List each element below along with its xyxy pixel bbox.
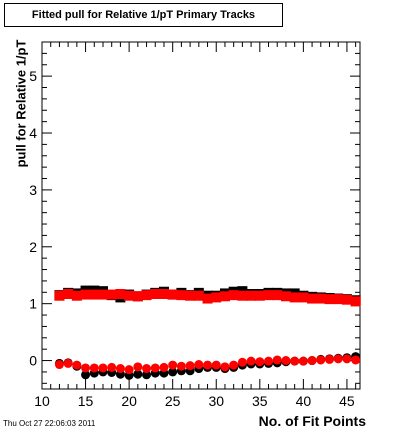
y-tick-label: 5 — [29, 68, 37, 84]
data-point-square — [97, 289, 108, 300]
chart-title: Fitted pull for Relative 1/pT Primary Tr… — [4, 3, 283, 27]
data-point-square — [237, 290, 248, 301]
data-point-square — [141, 290, 152, 301]
x-tick-label: 30 — [208, 393, 224, 409]
x-tick-label: 35 — [252, 393, 268, 409]
data-point-circle — [81, 363, 91, 373]
data-point-circle — [89, 363, 99, 373]
data-point-square — [350, 296, 361, 307]
data-point-circle — [229, 360, 239, 370]
data-point-circle — [168, 360, 178, 370]
data-point-square — [333, 294, 344, 305]
data-point-circle — [133, 362, 143, 372]
x-tick-label: 45 — [339, 393, 355, 409]
data-point-circle — [72, 360, 82, 370]
data-point-circle — [194, 360, 204, 370]
data-marks — [54, 285, 361, 380]
data-point-circle — [272, 355, 282, 365]
data-point-circle — [203, 360, 213, 370]
data-point-circle — [176, 361, 186, 371]
data-point-square — [150, 289, 161, 300]
data-point-square — [228, 290, 239, 301]
data-point-circle — [54, 360, 64, 370]
y-tick-label: 0 — [29, 353, 37, 369]
data-point-square — [315, 293, 326, 304]
data-point-circle — [342, 354, 352, 364]
axes-frame — [41, 41, 361, 390]
data-point-circle — [298, 356, 308, 366]
x-tick-label: 40 — [296, 393, 312, 409]
data-point-circle — [220, 362, 230, 372]
data-point-square — [176, 290, 187, 301]
data-point-circle — [159, 362, 169, 372]
data-point-square — [289, 292, 300, 303]
data-point-square — [124, 290, 135, 301]
data-point-circle — [107, 362, 117, 372]
data-point-square — [246, 290, 257, 301]
data-point-square — [254, 290, 265, 301]
plot-frame — [41, 41, 361, 390]
data-point-circle — [142, 370, 152, 380]
data-point-circle — [142, 364, 152, 374]
data-point-square — [211, 292, 222, 303]
data-point-square — [132, 291, 143, 302]
data-point-square — [307, 293, 318, 304]
x-tick-label: 10 — [34, 393, 50, 409]
data-point-circle — [333, 354, 343, 364]
data-point-circle — [124, 365, 134, 375]
x-tick-label: 25 — [165, 393, 181, 409]
data-point-square — [54, 290, 65, 301]
data-point-square — [71, 290, 82, 301]
data-point-circle — [98, 363, 108, 373]
data-point-square — [63, 289, 74, 300]
data-point-circle — [281, 356, 291, 366]
timestamp: Thu Oct 27 22:06:03 2011 — [3, 419, 96, 428]
data-point-square — [219, 291, 230, 302]
y-tick-label: 1 — [29, 296, 37, 312]
data-point-circle — [115, 364, 125, 374]
data-point-square — [324, 294, 335, 305]
data-point-square — [263, 290, 274, 301]
data-point-square — [298, 292, 309, 303]
data-point-circle — [316, 355, 326, 365]
x-tick-label: 15 — [78, 393, 94, 409]
data-point-square — [158, 289, 169, 300]
data-point-square — [193, 290, 204, 301]
data-point-circle — [150, 363, 160, 373]
data-point-square — [80, 289, 91, 300]
data-point-square — [167, 289, 178, 300]
data-point-square — [106, 289, 117, 300]
data-point-circle — [211, 360, 221, 370]
data-point-circle — [264, 356, 274, 366]
data-point-circle — [351, 355, 361, 365]
x-tick-label: 20 — [121, 393, 137, 409]
data-point-square — [115, 289, 126, 300]
data-point-circle — [185, 361, 195, 371]
data-point-circle — [290, 356, 300, 366]
data-point-circle — [325, 354, 335, 364]
y-tick-label: 3 — [29, 182, 37, 198]
data-point-square — [202, 293, 213, 304]
y-tick-label: 4 — [29, 125, 37, 141]
data-point-circle — [237, 357, 247, 367]
data-point-circle — [133, 369, 143, 379]
data-point-circle — [63, 358, 73, 368]
data-point-circle — [81, 370, 91, 380]
data-point-circle — [168, 367, 178, 377]
y-axis-label: pull for Relative 1/pT — [13, 39, 29, 168]
data-point-circle — [246, 356, 256, 366]
data-point-square — [185, 290, 196, 301]
y-tick-label: 2 — [29, 239, 37, 255]
data-point-square — [341, 294, 352, 305]
data-point-square — [272, 290, 283, 301]
data-point-square — [280, 291, 291, 302]
data-point-circle — [255, 357, 265, 367]
data-point-circle — [307, 356, 317, 366]
x-axis-label: No. of Fit Points — [258, 413, 366, 429]
data-point-square — [89, 289, 100, 300]
